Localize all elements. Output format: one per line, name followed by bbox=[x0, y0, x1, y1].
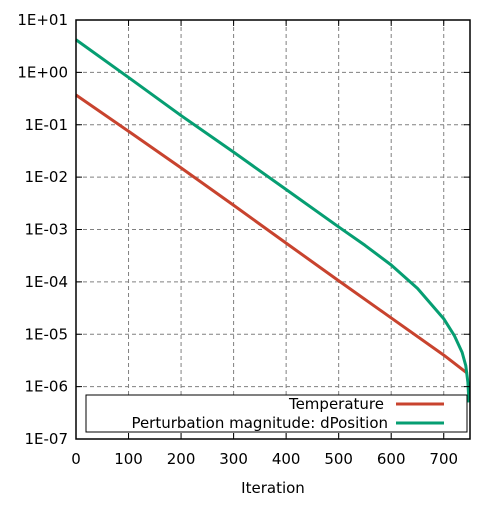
x-tick-label: 0 bbox=[71, 450, 81, 468]
legend-label-temperature: Temperature bbox=[288, 395, 384, 413]
x-tick-label: 700 bbox=[429, 450, 458, 468]
x-tick-label: 200 bbox=[167, 450, 196, 468]
x-tick-label: 600 bbox=[377, 450, 406, 468]
series-line-0 bbox=[75, 93, 469, 375]
series-line-1 bbox=[75, 38, 471, 403]
grid bbox=[76, 20, 470, 439]
y-tick-label: 1E-03 bbox=[24, 221, 68, 239]
y-tick-label: 1E-02 bbox=[24, 168, 68, 186]
legend-box bbox=[85, 394, 468, 433]
y-tick-label: 1E-05 bbox=[24, 325, 68, 343]
y-tick-label: 1E-07 bbox=[24, 430, 68, 448]
x-axis-title: Iteration bbox=[241, 479, 305, 497]
x-tick-label: 100 bbox=[114, 450, 143, 468]
series-lines bbox=[75, 38, 471, 403]
y-tick-label: 1E-01 bbox=[24, 116, 68, 134]
y-tick-label: 1E-04 bbox=[24, 273, 68, 291]
legend-label-dposition: Perturbation magnitude: dPosition bbox=[131, 414, 388, 432]
y-tick-label: 1E+00 bbox=[17, 63, 68, 81]
x-tick-label: 400 bbox=[272, 450, 301, 468]
legend: Temperature Perturbation magnitude: dPos… bbox=[85, 394, 468, 433]
y-tick-label: 1E-06 bbox=[24, 378, 68, 396]
y-tick-label: 1E+01 bbox=[17, 11, 68, 29]
x-tick-label: 500 bbox=[324, 450, 353, 468]
x-tick-label: 300 bbox=[219, 450, 248, 468]
axis-ticks: 0 100 200 300 400 500 600 700 1E-07 1E-06 1E-05 1E-… bbox=[17, 11, 470, 468]
